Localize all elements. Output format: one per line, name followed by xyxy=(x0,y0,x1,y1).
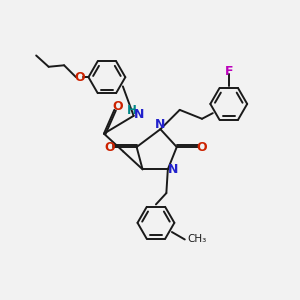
Text: O: O xyxy=(112,100,123,113)
Text: N: N xyxy=(134,108,144,122)
Text: CH₃: CH₃ xyxy=(187,235,206,244)
Text: N: N xyxy=(155,118,166,130)
Text: O: O xyxy=(197,140,207,154)
Text: H: H xyxy=(127,104,137,117)
Text: O: O xyxy=(74,71,85,84)
Text: F: F xyxy=(224,65,233,78)
Text: O: O xyxy=(105,140,115,154)
Text: N: N xyxy=(168,163,178,176)
